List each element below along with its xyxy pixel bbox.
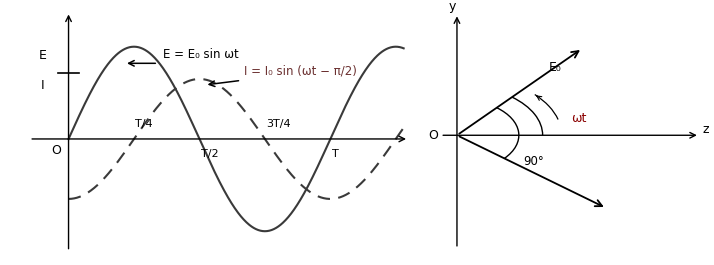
Text: O: O <box>428 129 438 142</box>
Text: E₀: E₀ <box>549 61 562 74</box>
Text: 3T/4: 3T/4 <box>266 119 291 129</box>
Text: T/2: T/2 <box>201 149 218 159</box>
Text: I: I <box>41 79 44 92</box>
Text: y: y <box>448 1 456 14</box>
Text: E = E₀ sin ωt: E = E₀ sin ωt <box>164 48 239 61</box>
Text: 90°: 90° <box>523 155 544 168</box>
Text: E: E <box>39 50 46 63</box>
Text: O: O <box>51 144 61 157</box>
Text: T: T <box>331 149 338 159</box>
Text: T/4: T/4 <box>136 119 153 129</box>
Text: z: z <box>702 123 708 136</box>
Text: I = I₀ sin (ωt − π/2): I = I₀ sin (ωt − π/2) <box>244 65 357 78</box>
Text: ωt: ωt <box>571 112 587 125</box>
